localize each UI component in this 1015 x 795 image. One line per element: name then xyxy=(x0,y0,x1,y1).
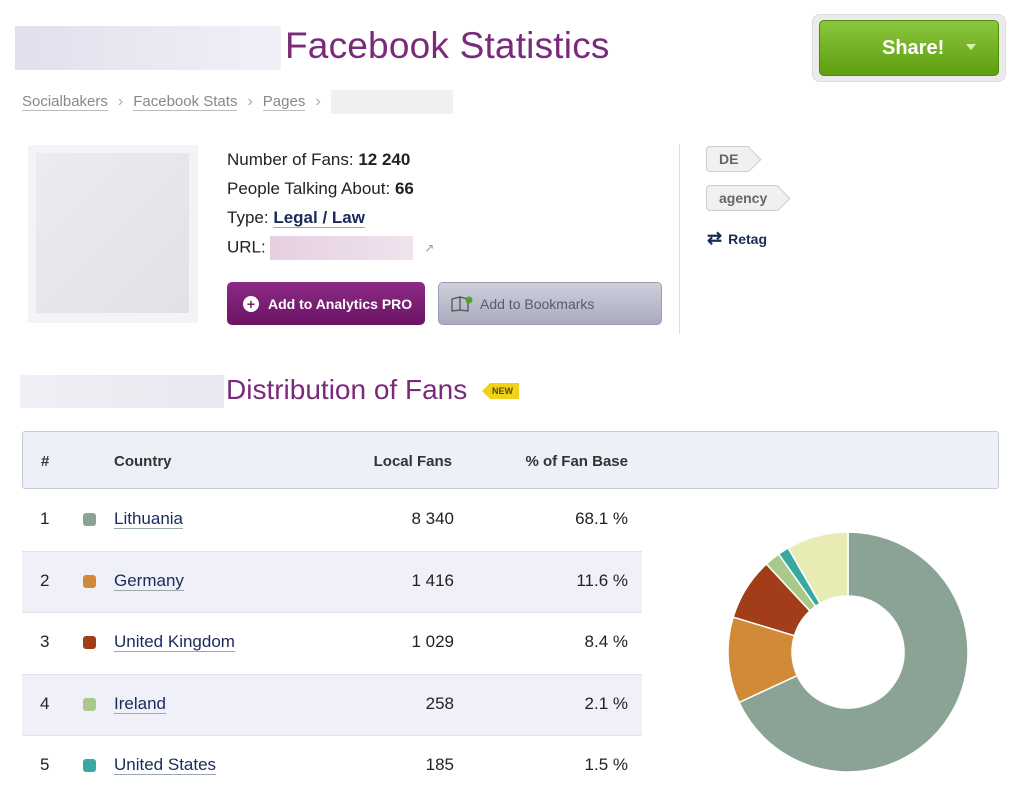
row-local-fans: 258 xyxy=(425,693,454,713)
page-info: Number of Fans: 12 240 People Talking Ab… xyxy=(227,149,434,265)
table-row: 3 United Kingdom 1 029 8.4 % xyxy=(22,612,642,673)
row-fan-base-pct: 8.4 % xyxy=(584,632,628,651)
fans-label: Number of Fans: xyxy=(227,150,354,169)
row-local-fans: 1 029 xyxy=(411,632,454,651)
add-to-bookmarks-label: Add to Bookmarks xyxy=(480,295,595,312)
distribution-name-redacted xyxy=(20,375,224,408)
row-separator xyxy=(22,735,642,736)
country-link[interactable]: Germany xyxy=(114,570,184,591)
row-rank: 5 xyxy=(40,755,50,774)
breadcrumb-facebook-stats[interactable]: Facebook Stats xyxy=(133,93,238,111)
country-link[interactable]: Lithuania xyxy=(114,509,184,529)
breadcrumb-socialbakers[interactable]: Socialbakers xyxy=(22,93,108,111)
distribution-title: Distribution of Fans xyxy=(226,374,468,405)
fan-distribution-donut-chart xyxy=(727,531,969,773)
talking-row: People Talking About: 66 xyxy=(227,178,434,207)
url-link-redacted[interactable] xyxy=(270,236,414,260)
add-to-analytics-pro-button[interactable]: + Add to Analytics PRO xyxy=(227,282,425,325)
talking-label: People Talking About: xyxy=(227,179,391,198)
row-fan-base-pct: 68.1 % xyxy=(575,509,628,528)
country-link[interactable]: Ireland xyxy=(114,693,166,714)
row-fan-base-pct: 11.6 % xyxy=(576,570,628,590)
bookmark-icon xyxy=(451,295,473,312)
breadcrumb: Socialbakers › Facebook Stats › Pages › xyxy=(22,90,453,114)
tag-de[interactable]: DE xyxy=(706,146,752,172)
type-row: Type: Legal / Law xyxy=(227,207,434,236)
row-fan-base-pct: 2.1 % xyxy=(584,693,628,713)
country-link[interactable]: United States xyxy=(114,755,217,775)
type-link[interactable]: Legal / Law xyxy=(273,208,365,228)
fans-row: Number of Fans: 12 240 xyxy=(227,149,434,178)
plus-icon: + xyxy=(243,295,259,312)
table-header: # Country Local Fans % of Fan Base xyxy=(22,431,999,489)
url-row: URL: ↗ xyxy=(227,236,434,265)
country-color-swatch xyxy=(83,759,96,772)
row-separator xyxy=(22,673,642,675)
column-header-local-fans: Local Fans xyxy=(373,453,452,470)
country-link[interactable]: United Kingdom xyxy=(114,632,235,652)
chevron-right-icon: › xyxy=(315,93,321,110)
retag-label: Retag xyxy=(728,230,767,247)
donut-slice-lithuania xyxy=(738,531,969,773)
tag-agency[interactable]: agency xyxy=(706,185,781,211)
share-button-label: Share! xyxy=(882,37,945,59)
fans-value: 12 240 xyxy=(358,150,411,169)
table-row: 1 Lithuania 8 340 68.1 % xyxy=(22,489,642,550)
country-color-swatch xyxy=(83,636,96,649)
chevron-right-icon: › xyxy=(247,93,253,110)
row-separator xyxy=(22,550,642,552)
share-button[interactable]: Share! xyxy=(819,20,999,76)
table-row: 5 United States 185 1.5 % xyxy=(22,735,642,795)
add-to-analytics-pro-label: Add to Analytics PRO xyxy=(268,295,413,312)
talking-value: 66 xyxy=(394,179,414,198)
external-link-icon[interactable]: ↗ xyxy=(424,241,435,256)
row-local-fans: 1 416 xyxy=(411,570,454,590)
tag-de-label: DE xyxy=(719,151,739,167)
row-separator xyxy=(22,612,642,613)
column-header-rank: # xyxy=(41,453,50,470)
country-color-swatch xyxy=(83,697,96,711)
page-avatar xyxy=(28,145,198,323)
table-row: 4 Ireland 258 2.1 % xyxy=(22,673,642,735)
breadcrumb-current-redacted xyxy=(330,90,453,114)
breadcrumb-pages[interactable]: Pages xyxy=(262,93,306,111)
row-fan-base-pct: 1.5 % xyxy=(584,755,628,774)
country-color-swatch xyxy=(83,574,96,588)
share-button-frame: Share! xyxy=(812,14,1006,82)
row-local-fans: 8 340 xyxy=(411,509,454,528)
page-name-redacted xyxy=(15,26,281,70)
donut-slice-other xyxy=(787,531,849,605)
row-local-fans: 185 xyxy=(425,755,454,774)
table-row: 2 Germany 1 416 11.6 % xyxy=(22,550,642,612)
row-rank: 3 xyxy=(40,632,50,651)
vertical-divider xyxy=(679,144,680,334)
column-header-fan-base-pct: % of Fan Base xyxy=(525,453,628,470)
page-title: Facebook Statistics xyxy=(285,25,610,66)
url-label: URL: xyxy=(227,237,266,257)
row-rank: 2 xyxy=(40,570,50,590)
column-header-country: Country xyxy=(114,453,172,470)
country-color-swatch xyxy=(83,513,96,526)
row-rank: 1 xyxy=(40,509,50,528)
add-to-bookmarks-button[interactable]: Add to Bookmarks xyxy=(438,282,662,325)
row-rank: 4 xyxy=(40,693,50,713)
tag-agency-label: agency xyxy=(719,190,768,206)
refresh-icon: ⇄ xyxy=(707,228,723,248)
retag-button[interactable]: ⇄ Retag xyxy=(707,228,767,249)
chevron-down-icon[interactable] xyxy=(966,44,976,50)
chevron-right-icon: › xyxy=(117,93,124,110)
new-badge: NEW xyxy=(482,383,519,399)
type-label: Type: xyxy=(227,208,269,227)
